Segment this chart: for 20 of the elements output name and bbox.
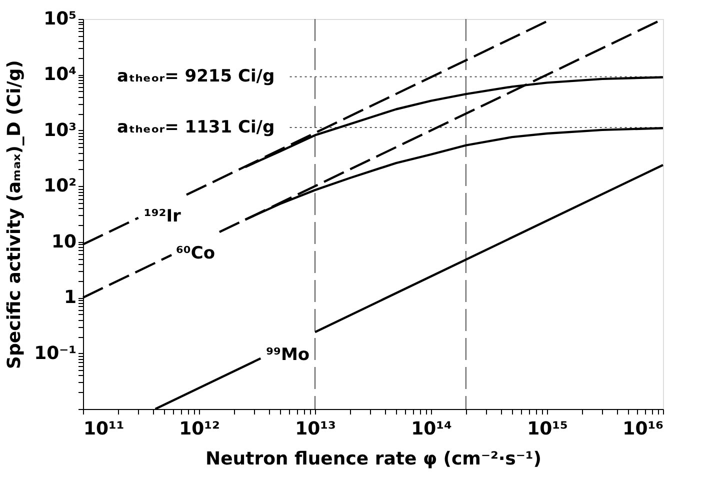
y-tick-label: 1	[64, 287, 76, 308]
y-tick-label: 10⁵	[44, 8, 76, 30]
y-tick-label: 10²	[44, 176, 76, 197]
x-tick-label: 10¹¹	[84, 418, 124, 440]
x-tick-label: 10¹⁴	[411, 418, 452, 440]
y-axis-title: Specific activity (aₘₐₓ)_D (Ci/g)	[4, 60, 26, 369]
x-tick-label: 10¹³	[295, 418, 336, 440]
x-tick-label: 10¹²	[179, 418, 220, 440]
ref-line-label: aₜₕₑₒᵣ= 1131 Ci/g	[117, 117, 275, 138]
y-tick-label: 10	[51, 231, 76, 252]
ref-line-label: aₜₕₑₒᵣ= 9215 Ci/g	[117, 66, 275, 87]
x-tick-label: 10¹⁵	[527, 418, 568, 440]
x-axis-title: Neutron fluence rate φ (cm⁻²·s⁻¹)	[206, 448, 542, 470]
series-label: ⁶⁰Co	[176, 244, 216, 264]
y-tick-label: 10⁴	[44, 64, 77, 86]
y-tick-label: 10³	[44, 120, 76, 141]
x-tick-label: 10¹⁶	[622, 418, 664, 440]
series-label: ⁹⁹Mo	[266, 345, 310, 366]
y-tick-label: 10⁻¹	[34, 342, 76, 364]
series-label: ¹⁹²Ir	[144, 206, 182, 226]
